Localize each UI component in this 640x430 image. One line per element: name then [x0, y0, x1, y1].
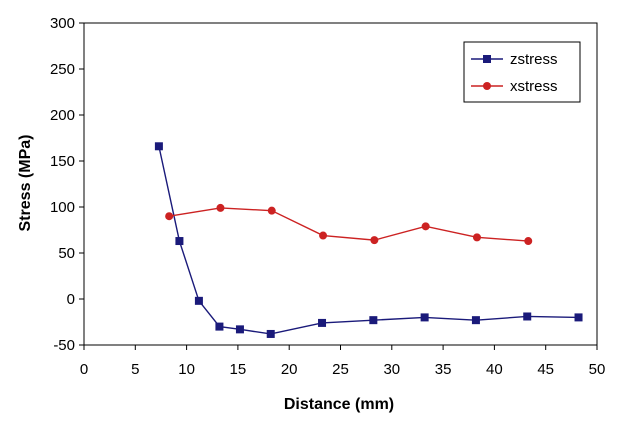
legend-label-xstress: xstress: [510, 78, 558, 95]
y-tick-label: 150: [50, 153, 75, 170]
xstress-point: [319, 231, 328, 240]
xstress-line: [169, 207, 529, 242]
legend-label-zstress: zstress: [510, 51, 558, 68]
legend-box: [463, 41, 581, 103]
xstress-point: [524, 237, 533, 246]
zstress-point: [215, 322, 224, 331]
x-tick-label: 45: [537, 361, 554, 378]
x-tick-label: 15: [230, 361, 247, 378]
y-tick-label: -50: [53, 337, 75, 354]
legend: zstress xstress: [463, 41, 581, 103]
zstress-point: [420, 313, 429, 322]
zstress-point: [235, 325, 244, 334]
zstress-point: [318, 318, 327, 327]
y-tick-label: 300: [50, 15, 75, 32]
y-tick-label: 250: [50, 61, 75, 78]
zstress-point: [369, 316, 378, 325]
y-tick-label: 200: [50, 107, 75, 124]
zstress-line: [158, 146, 579, 335]
zstress-point: [574, 313, 583, 322]
y-tick-label: 0: [67, 291, 75, 308]
x-tick-label: 40: [486, 361, 503, 378]
zstress-point: [471, 316, 480, 325]
xstress-point: [421, 222, 430, 231]
y-tick-label: 100: [50, 199, 75, 216]
xstress-point: [216, 203, 225, 212]
xstress-point: [472, 233, 481, 242]
axes-layer: -50 0 50 100 150 200 250 300 0 5 10 15 20 25 30 35 40 45 5…: [50, 15, 605, 378]
x-tick-label: 20: [281, 361, 298, 378]
xstress-point: [165, 212, 174, 221]
x-tick-label: 10: [178, 361, 195, 378]
x-tick-label: 35: [435, 361, 452, 378]
x-tick-label: 5: [131, 361, 139, 378]
xstress-point: [370, 236, 379, 245]
y-tick-label: 50: [58, 245, 75, 262]
xstress-point: [267, 206, 276, 215]
zstress-point: [523, 312, 532, 321]
x-tick-label: 50: [589, 361, 606, 378]
x-tick-label: 25: [332, 361, 349, 378]
zstress-point: [266, 329, 275, 338]
legend-marker-zstress: [483, 55, 491, 63]
zstress-point: [175, 237, 184, 246]
series-layer: [154, 142, 583, 338]
legend-marker-xstress: [483, 82, 491, 90]
zstress-point: [194, 296, 203, 305]
x-tick-label: 30: [383, 361, 400, 378]
x-tick-label: 0: [80, 361, 88, 378]
y-axis-title: Stress (MPa): [17, 135, 34, 232]
zstress-point: [154, 142, 163, 151]
x-axis-title: Distance (mm): [284, 396, 394, 413]
